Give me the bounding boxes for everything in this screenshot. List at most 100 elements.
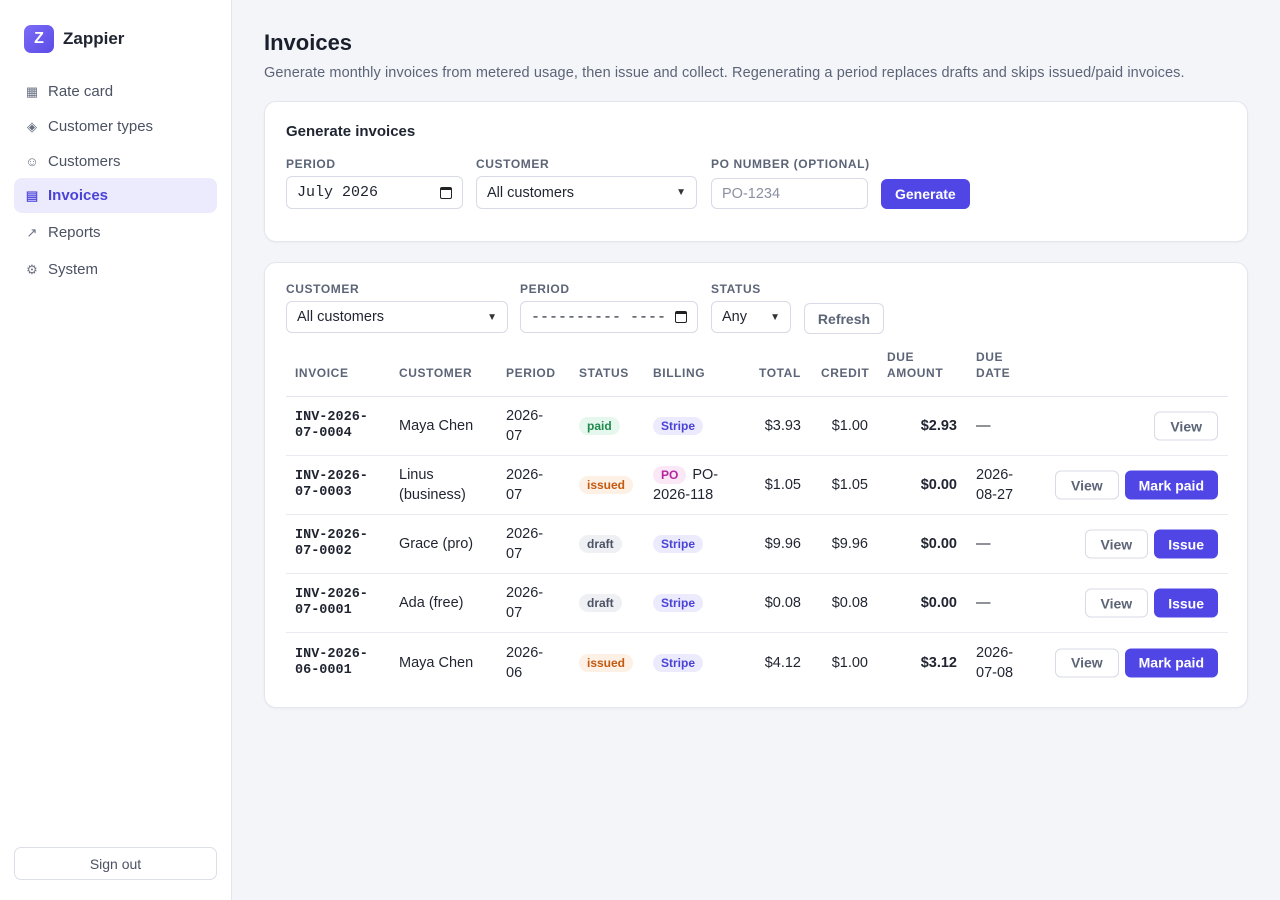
mark-paid-button[interactable]: Mark paid xyxy=(1124,470,1218,500)
sidebar-item-reports[interactable]: ↗ Reports xyxy=(14,215,217,250)
gen-customer-select[interactable]: All customers ▼ xyxy=(476,176,697,209)
view-invoice-button[interactable]: View xyxy=(1054,470,1119,500)
sidebar-item-label: Reports xyxy=(48,224,101,241)
po-reference: PO-2026-118 xyxy=(653,467,719,503)
filter-customer-select[interactable]: All customers ▼ xyxy=(286,301,508,333)
invoice-total: $0.08 xyxy=(764,595,801,611)
issue-invoice-button[interactable]: Issue xyxy=(1154,588,1218,618)
filter-status-select[interactable]: Any ▼ xyxy=(711,301,791,333)
gen-period-value: July 2026 xyxy=(297,184,379,201)
status-cell: draft xyxy=(579,534,622,554)
table-row: INV-2026-07-0001 Ada (free) 2026-07 draft St… xyxy=(286,574,1228,633)
col-customer: Customer xyxy=(399,366,473,380)
invoice-period: 2026-07 xyxy=(506,467,544,503)
generate-button[interactable]: Generate xyxy=(881,179,970,209)
invoice-id: INV-2026-06-0001 xyxy=(295,646,368,678)
view-invoice-button[interactable]: View xyxy=(1054,648,1119,677)
filter-status-label: Status xyxy=(711,282,761,296)
sidebar-item-customers[interactable]: ☺ Customers xyxy=(14,144,217,179)
status-badge: issued xyxy=(579,653,634,672)
generate-invoices-card: Generate invoices Period July 2026 Custo… xyxy=(264,101,1248,242)
col-status: Status xyxy=(579,366,629,380)
gen-customer-label: Customer xyxy=(476,157,550,171)
status-cell: draft xyxy=(579,593,622,613)
status-cell: paid xyxy=(579,416,620,436)
view-invoice-button[interactable]: View xyxy=(1084,588,1149,618)
grid-icon: ▦ xyxy=(25,83,39,99)
invoice-due-amount: $3.12 xyxy=(920,654,957,671)
invoice-period: 2026-07 xyxy=(506,585,544,621)
gen-period-label: Period xyxy=(286,157,336,171)
col-due-date: Due date xyxy=(976,350,1011,380)
invoice-credit: $9.96 xyxy=(831,536,868,552)
table-body: INV-2026-07-0004 Maya Chen 2026-07 paid Stri… xyxy=(286,397,1228,692)
billing-badge: Stripe xyxy=(653,417,704,435)
invoice-id: INV-2026-07-0003 xyxy=(295,469,368,500)
list-icon: ▤ xyxy=(25,187,39,203)
page-title: Invoices xyxy=(264,30,353,55)
mark-paid-button[interactable]: Mark paid xyxy=(1124,648,1218,677)
diamond-icon: ◈ xyxy=(27,118,37,134)
invoice-due-amount: $0.00 xyxy=(920,595,957,611)
sidebar: Z Zappier ▦ Rate card ◈ Customer types ☺ Cust… xyxy=(0,0,232,900)
invoice-period: 2026-06 xyxy=(506,644,544,681)
customer-name: Grace (pro) xyxy=(399,536,474,552)
chevron-down-icon: ▼ xyxy=(487,311,497,323)
filter-period-input[interactable]: ---------- ---- xyxy=(520,301,698,333)
invoice-list-card: Customer All customers ▼ Period --------… xyxy=(264,262,1248,708)
invoice-credit: $1.00 xyxy=(831,654,868,671)
sidebar-item-label: Rate card xyxy=(48,83,114,100)
table-header: Invoice Customer Period Status Billing T… xyxy=(286,349,1228,397)
status-cell: issued xyxy=(579,653,634,673)
sidebar-item-invoices[interactable]: ▤ Invoices xyxy=(14,178,217,213)
table-row: INV-2026-07-0002 Grace (pro) 2026-07 draft S… xyxy=(286,515,1228,574)
row-actions: View Mark paid xyxy=(1054,470,1218,500)
calendar-icon[interactable] xyxy=(675,311,687,323)
billing-badge: Stripe xyxy=(653,594,704,612)
billing-badge: PO xyxy=(653,466,687,484)
sign-out-button[interactable]: Sign out xyxy=(14,847,217,880)
gen-customer-value: All customers xyxy=(487,184,575,201)
sidebar-item-label: System xyxy=(48,261,99,278)
invoice-id: INV-2026-07-0002 xyxy=(295,528,368,559)
billing-badge: Stripe xyxy=(653,653,704,672)
brand[interactable]: Z Zappier xyxy=(24,25,124,53)
sidebar-item-system[interactable]: ⚙ System xyxy=(14,252,217,287)
calendar-icon[interactable] xyxy=(440,186,452,199)
invoice-due-amount: $2.93 xyxy=(920,418,957,434)
invoices-table: Invoice Customer Period Status Billing T… xyxy=(286,349,1228,692)
table-row: INV-2026-07-0004 Maya Chen 2026-07 paid Stri… xyxy=(286,397,1228,456)
customer-name: Linus (business) xyxy=(399,467,466,503)
view-invoice-button[interactable]: View xyxy=(1084,529,1149,559)
view-invoice-button[interactable]: View xyxy=(1154,411,1218,441)
invoice-total: $9.96 xyxy=(764,536,801,552)
invoice-credit: $1.05 xyxy=(831,477,868,493)
filter-customer-value: All customers xyxy=(297,309,385,325)
invoice-total: $1.05 xyxy=(764,477,801,493)
invoice-due-date: — xyxy=(976,595,991,611)
gen-period-input[interactable]: July 2026 xyxy=(286,176,463,209)
po-number-label: PO number (optional) xyxy=(711,157,870,171)
invoice-due-date: — xyxy=(976,536,991,552)
row-actions: View Issue xyxy=(1084,588,1218,618)
filter-period-label: Period xyxy=(520,282,570,296)
po-number-input[interactable] xyxy=(711,178,868,209)
chevron-down-icon: ▼ xyxy=(676,187,686,198)
sidebar-item-rate-card[interactable]: ▦ Rate card xyxy=(14,74,217,109)
invoice-id: INV-2026-07-0001 xyxy=(295,587,368,618)
col-period: Period xyxy=(506,366,556,380)
billing-cell: Stripe xyxy=(653,534,743,554)
invoice-due-amount: $0.00 xyxy=(920,477,957,493)
smiley-icon: ☺ xyxy=(25,154,39,169)
status-cell: issued xyxy=(579,475,634,495)
customer-name: Maya Chen xyxy=(399,654,474,671)
sidebar-item-customer-types[interactable]: ◈ Customer types xyxy=(14,109,217,144)
brand-name: Zappier xyxy=(63,29,125,48)
issue-invoice-button[interactable]: Issue xyxy=(1154,529,1218,559)
chevron-down-icon: ▼ xyxy=(770,311,780,323)
invoice-due-date: 2026-08-27 xyxy=(976,467,1014,503)
billing-cell: Stripe xyxy=(653,416,743,436)
col-billing: Billing xyxy=(653,366,706,380)
table-row: INV-2026-06-0001 Maya Chen 2026-06 issued St… xyxy=(286,633,1228,692)
refresh-button[interactable]: Refresh xyxy=(804,303,884,334)
